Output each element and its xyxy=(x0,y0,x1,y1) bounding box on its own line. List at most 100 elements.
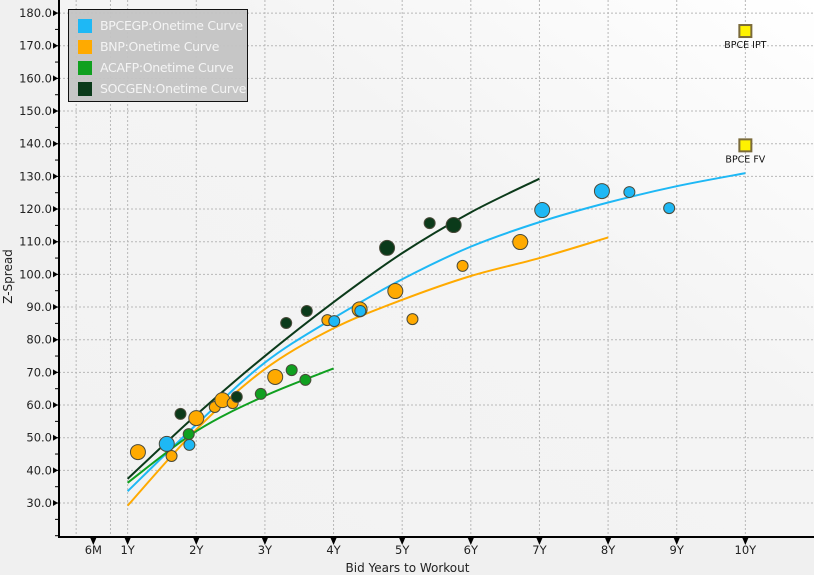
x-tick-marker xyxy=(330,538,337,545)
y-tick-marker xyxy=(53,336,58,343)
x-tick-marker xyxy=(90,538,97,545)
data-point-bpcegp xyxy=(593,183,610,200)
legend-swatch xyxy=(78,18,92,33)
y-tick-marker xyxy=(53,434,58,441)
y-tick-label: 90.0 xyxy=(26,300,52,314)
x-tick-label: 6M xyxy=(85,543,102,557)
y-tick-marker xyxy=(53,206,58,213)
y-tick-label: 160.0 xyxy=(19,71,52,85)
y-tick-marker xyxy=(53,42,58,49)
data-point-bnp xyxy=(267,368,284,385)
y-axis-title: Z-Spread xyxy=(1,249,15,304)
x-tick-marker xyxy=(605,538,612,545)
data-point-bpcegp xyxy=(354,304,367,317)
data-point-bnp xyxy=(165,449,178,462)
y-tick-label: 130.0 xyxy=(19,169,52,183)
data-point-socgen xyxy=(423,217,436,230)
legend-item: BNP:Onetime Curve xyxy=(78,36,247,57)
annotation-label: BPCE FV xyxy=(725,154,765,165)
data-point-bpcegp xyxy=(328,315,341,328)
x-tick-label: 5Y xyxy=(395,543,410,557)
data-point-bpcegp xyxy=(158,435,175,452)
y-tick-label: 80.0 xyxy=(26,333,52,347)
y-tick-marker xyxy=(53,238,58,245)
y-tick-marker xyxy=(53,304,58,311)
x-tick-label: 9Y xyxy=(670,543,685,557)
x-tick-marker xyxy=(742,538,749,545)
data-point-bpcegp xyxy=(183,438,196,451)
legend-item: SOCGEN:Onetime Curve xyxy=(78,78,247,99)
annotation-marker xyxy=(738,24,753,39)
data-point-bpcegp xyxy=(534,202,551,219)
y-tick-label: 30.0 xyxy=(26,496,52,510)
data-point-bnp xyxy=(456,259,469,272)
data-point-acafp xyxy=(299,373,312,386)
data-point-bnp xyxy=(129,444,146,461)
data-point-bnp xyxy=(406,313,419,326)
x-tick-marker xyxy=(536,538,543,545)
data-point-socgen xyxy=(300,304,313,317)
legend-item: ACAFP:Onetime Curve xyxy=(78,57,247,78)
data-point-socgen xyxy=(445,217,462,234)
annotation-label: BPCE IPT xyxy=(724,40,766,51)
legend-item: BPCEGP:Onetime Curve xyxy=(78,15,247,36)
y-tick-label: 140.0 xyxy=(19,137,52,151)
y-tick-marker xyxy=(53,467,58,474)
data-point-socgen xyxy=(379,239,396,256)
x-tick-marker xyxy=(193,538,200,545)
x-tick-marker xyxy=(261,538,268,545)
data-point-bpcegp xyxy=(663,202,676,215)
y-tick-label: 100.0 xyxy=(19,267,52,281)
data-point-socgen xyxy=(280,317,293,330)
data-point-socgen xyxy=(230,390,243,403)
x-tick-label: 10Y xyxy=(735,543,758,557)
legend-label: BPCEGP:Onetime Curve xyxy=(100,18,243,33)
legend-swatch xyxy=(78,60,92,75)
data-point-bnp xyxy=(188,410,205,427)
y-tick-label: 180.0 xyxy=(19,6,52,20)
x-tick-marker xyxy=(467,538,474,545)
y-tick-marker xyxy=(53,75,58,82)
y-tick-marker xyxy=(53,271,58,278)
x-tick-marker xyxy=(124,538,131,545)
x-tick-label: 1Y xyxy=(120,543,135,557)
y-tick-label: 120.0 xyxy=(19,202,52,216)
legend-swatch xyxy=(78,81,92,96)
y-tick-marker xyxy=(53,140,58,147)
y-tick-label: 110.0 xyxy=(19,235,52,249)
data-point-acafp xyxy=(254,387,267,400)
data-point-bnp xyxy=(512,234,529,251)
legend: BPCEGP:Onetime Curve BNP:Onetime Curve ACA… xyxy=(68,9,248,102)
legend-label: BNP:Onetime Curve xyxy=(100,39,220,54)
legend-label: SOCGEN:Onetime Curve xyxy=(100,81,247,96)
legend-label: ACAFP:Onetime Curve xyxy=(100,60,234,75)
x-tick-marker xyxy=(399,538,406,545)
y-tick-marker xyxy=(53,402,58,409)
y-tick-label: 40.0 xyxy=(26,463,52,477)
legend-swatch xyxy=(78,39,92,54)
y-tick-label: 70.0 xyxy=(26,365,52,379)
y-tick-label: 60.0 xyxy=(26,398,52,412)
y-tick-label: 50.0 xyxy=(26,431,52,445)
annotation-marker xyxy=(738,138,753,153)
data-point-socgen xyxy=(174,407,187,420)
y-tick-marker xyxy=(53,10,58,17)
curve-bnp xyxy=(126,236,609,507)
x-tick-label: 3Y xyxy=(258,543,273,557)
x-axis-title: Bid Years to Workout xyxy=(346,561,470,575)
y-tick-marker xyxy=(53,369,58,376)
y-tick-marker xyxy=(53,173,58,180)
x-tick-label: 6Y xyxy=(464,543,479,557)
x-tick-label: 7Y xyxy=(532,543,547,557)
x-tick-marker xyxy=(673,538,680,545)
y-tick-marker xyxy=(53,500,58,507)
x-tick-label: 8Y xyxy=(601,543,616,557)
y-tick-label: 150.0 xyxy=(19,104,52,118)
data-point-acafp xyxy=(182,428,195,441)
data-point-acafp xyxy=(285,364,298,377)
y-tick-label: 170.0 xyxy=(19,39,52,53)
data-point-bpcegp xyxy=(623,186,636,199)
data-point-bnp xyxy=(387,283,404,300)
